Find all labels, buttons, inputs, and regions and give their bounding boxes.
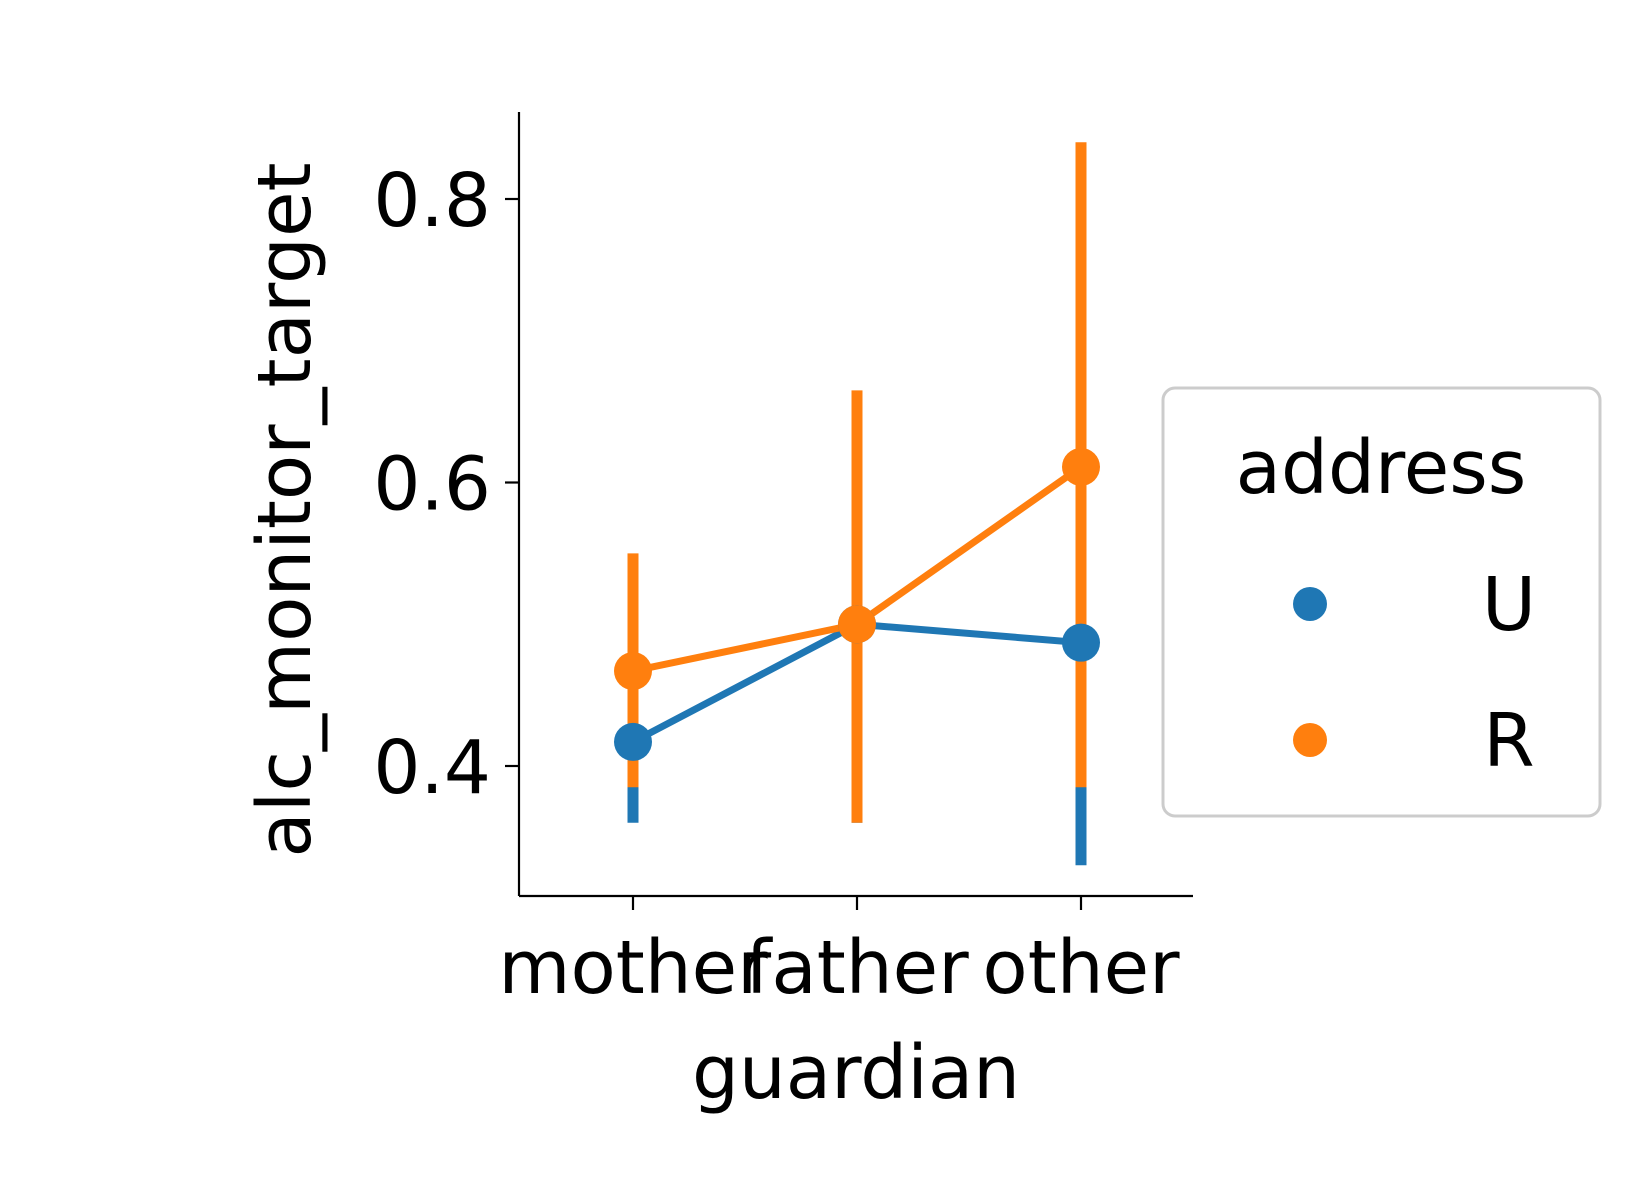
- y-tick-label: 0.4: [373, 725, 491, 811]
- x-tick-label: other: [982, 925, 1180, 1011]
- legend-frame: [1161, 386, 1602, 818]
- legend-title: address: [1236, 425, 1527, 511]
- x-tick-label: mother: [498, 925, 768, 1011]
- data-point-r: [838, 605, 876, 644]
- y-tick-label: 0.8: [373, 158, 491, 244]
- series-points: [614, 447, 1100, 761]
- legend-marker-r: [1293, 723, 1327, 757]
- legend-label-r: R: [1483, 698, 1534, 784]
- data-point-u: [614, 722, 652, 761]
- series-layer: [614, 142, 1100, 866]
- y-tick-label: 0.6: [373, 442, 491, 528]
- x-axis-label: guardian: [692, 1030, 1020, 1116]
- data-point-r: [1062, 447, 1100, 486]
- x-tick-label: father: [745, 925, 969, 1011]
- y-axis-ticks: 0.4 0.6 0.8: [373, 158, 519, 811]
- legend-marker-u: [1293, 587, 1327, 621]
- data-point-u: [1062, 623, 1100, 662]
- data-point-r: [614, 652, 652, 691]
- error-bars: [627, 142, 1087, 866]
- y-axis-label: alc_monitor_target: [242, 162, 328, 857]
- legend-label-u: U: [1482, 562, 1536, 648]
- legend: address U R: [1161, 386, 1602, 818]
